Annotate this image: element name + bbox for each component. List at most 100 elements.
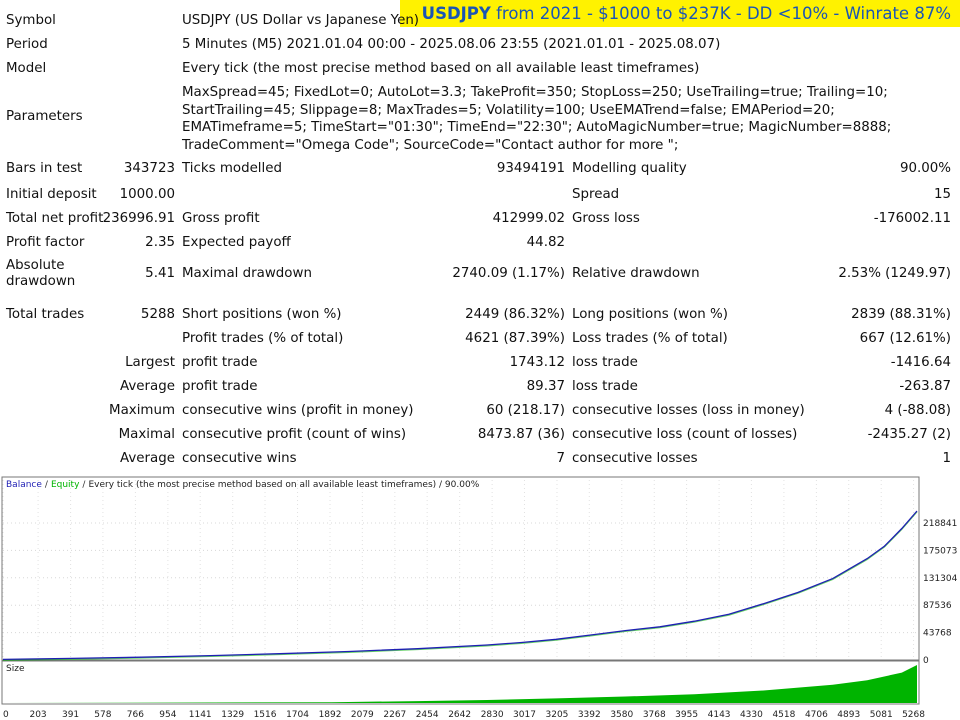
parameter-item: FixedLot=0;	[293, 85, 374, 100]
reldd-label: Relative drawdown	[572, 266, 700, 281]
y-tick-label: 0	[923, 656, 929, 666]
maximal-profit-value: 8473.87 (36)	[477, 427, 565, 442]
parameter-item: Slippage=8;	[299, 102, 382, 118]
parameter-item: UseTrailing=true;	[686, 85, 803, 100]
y-tick-label: 131304	[923, 574, 958, 584]
netprofit-value: 236996.91	[102, 211, 175, 226]
headline-banner: USDJPY from 2021 - $1000 to $237K - DD <…	[400, 0, 960, 27]
reldd-value: 2.53% (1249.97)	[838, 266, 951, 281]
maximal-loss-label: consecutive loss (count of losses)	[572, 427, 798, 442]
x-tick-label: 1329	[221, 710, 244, 720]
largest-profit-value: 1743.12	[509, 355, 565, 370]
banner-tagline: from 2021 - $1000 to $237K - DD <10% - W…	[496, 4, 951, 23]
x-tick-label: 2454	[416, 710, 439, 720]
legend-equity: Equity	[51, 480, 80, 490]
average-consec-losses-label: consecutive losses	[572, 451, 698, 466]
largest-label: Largest	[125, 355, 175, 370]
average-profit-value: 89.37	[526, 379, 565, 394]
ticks-label: Ticks modelled	[182, 161, 282, 176]
maximum-label: Maximum	[109, 403, 175, 418]
grossloss-label: Gross loss	[572, 211, 640, 226]
average-loss-label: loss trade	[572, 379, 638, 394]
grossprofit-value: 412999.02	[492, 211, 565, 226]
parameter-item: Trailing=10;	[806, 85, 888, 100]
parameter-item: TakeProfit=350;	[470, 85, 577, 100]
period-value: 5 Minutes (M5) 2021.01.04 00:00 - 2025.0…	[182, 37, 721, 52]
quality-value: 90.00%	[899, 161, 951, 176]
x-tick-label: 2079	[351, 710, 374, 720]
long-label: Long positions (won %)	[572, 307, 728, 322]
x-tick-label: 4893	[837, 710, 860, 720]
losstrades-value: 667 (12.61%)	[859, 331, 951, 346]
x-tick-label: 578	[94, 710, 111, 720]
profitfactor-label: Profit factor	[6, 235, 85, 250]
average-consec-losses-value: 1	[942, 451, 951, 466]
parameter-item: SourceCode="Contact	[403, 138, 554, 154]
parameter-item: TimeStart="01:30";	[311, 120, 444, 136]
maxdd-label: Maximal drawdown	[182, 266, 312, 281]
y-tick-label: 87536	[923, 601, 952, 611]
x-tick-label: 391	[62, 710, 79, 720]
maximum-losses-label: consecutive losses (loss in money)	[572, 403, 805, 418]
profitfactor-value: 2.35	[145, 235, 175, 250]
size-label: Size	[6, 664, 25, 674]
payoff-value: 44.82	[526, 235, 565, 250]
strategy-tester-report: Symbol USDJPY (US Dollar vs Japanese Yen)…	[6, 13, 957, 466]
parameters-label: Parameters	[6, 109, 83, 124]
x-tick-label: 2830	[481, 710, 504, 720]
spread-label: Spread	[572, 187, 620, 202]
trades-value: 5288	[140, 307, 175, 322]
chart-title: Every tick (the most precise method base…	[88, 480, 479, 490]
maximum-losses-value: 4 (-88.08)	[884, 403, 951, 418]
x-tick-label: 1704	[286, 710, 309, 720]
grossloss-value: -176002.11	[873, 211, 951, 226]
x-tick-label: 3017	[513, 710, 536, 720]
largest-loss-label: loss trade	[572, 355, 638, 370]
parameter-item: Volatility=100;	[486, 102, 586, 118]
grossprofit-label: Gross profit	[182, 211, 260, 226]
maximal-loss-value: -2435.27 (2)	[867, 427, 951, 442]
parameter-item: StartTrailing=45;	[182, 102, 296, 118]
parameter-item: author for more ";	[557, 138, 679, 154]
maximal-label: Maximal	[118, 427, 175, 442]
largest-loss-value: -1416.64	[890, 355, 951, 370]
ticks-value: 93494191	[496, 161, 565, 176]
y-tick-label: 43768	[923, 629, 952, 639]
x-tick-label: 3768	[643, 710, 666, 720]
short-value: 2449 (86.32%)	[465, 307, 565, 322]
maximal-profit-label: consecutive profit (count of wins)	[182, 427, 407, 442]
parameter-item: EMATimeframe=5;	[182, 120, 307, 136]
quality-label: Modelling quality	[572, 161, 687, 176]
average-consec-label: Average	[120, 451, 175, 466]
spread-value: 15	[933, 187, 951, 202]
parameter-item: UseEMATrend=false;	[589, 102, 727, 118]
deposit-value: 1000.00	[119, 187, 175, 202]
period-label: Period	[6, 37, 48, 52]
average-label: Average	[120, 379, 175, 394]
profittrades-label: Profit trades (% of total)	[182, 331, 344, 346]
absdd-value: 5.41	[145, 266, 175, 281]
x-tick-label: 3580	[610, 710, 633, 720]
x-tick-label: 4143	[708, 710, 731, 720]
parameter-item: MaxTrades=5;	[386, 102, 482, 118]
x-tick-label: 0	[3, 710, 9, 720]
parameter-item: MaxSpread=45;	[182, 85, 290, 100]
parameters-value: MaxSpread=45; FixedLot=0; AutoLot=3.3; T…	[182, 84, 957, 155]
chart-title-line: Balance / Equity / Every tick (the most prec…	[6, 480, 480, 490]
bars-label: Bars in test	[6, 161, 83, 176]
largest-profit-label: profit trade	[182, 355, 258, 370]
balance-plot-frame	[1, 476, 920, 661]
average-profit-label: profit trade	[182, 379, 258, 394]
trades-label: Total trades	[6, 307, 85, 322]
x-tick-label: 2642	[448, 710, 471, 720]
x-tick-label: 3955	[675, 710, 698, 720]
parameter-item: AutoLot=3.3;	[377, 85, 467, 100]
x-tick-label: 5268	[902, 710, 925, 720]
y-tick-label: 175073	[923, 546, 957, 556]
deposit-label: Initial deposit	[6, 187, 97, 202]
x-tick-label: 4518	[772, 710, 795, 720]
x-tick-label: 954	[159, 710, 176, 720]
size-area	[3, 665, 917, 703]
absdd-label: Absolute drawdown	[6, 258, 76, 289]
x-tick-label: 4330	[740, 710, 763, 720]
